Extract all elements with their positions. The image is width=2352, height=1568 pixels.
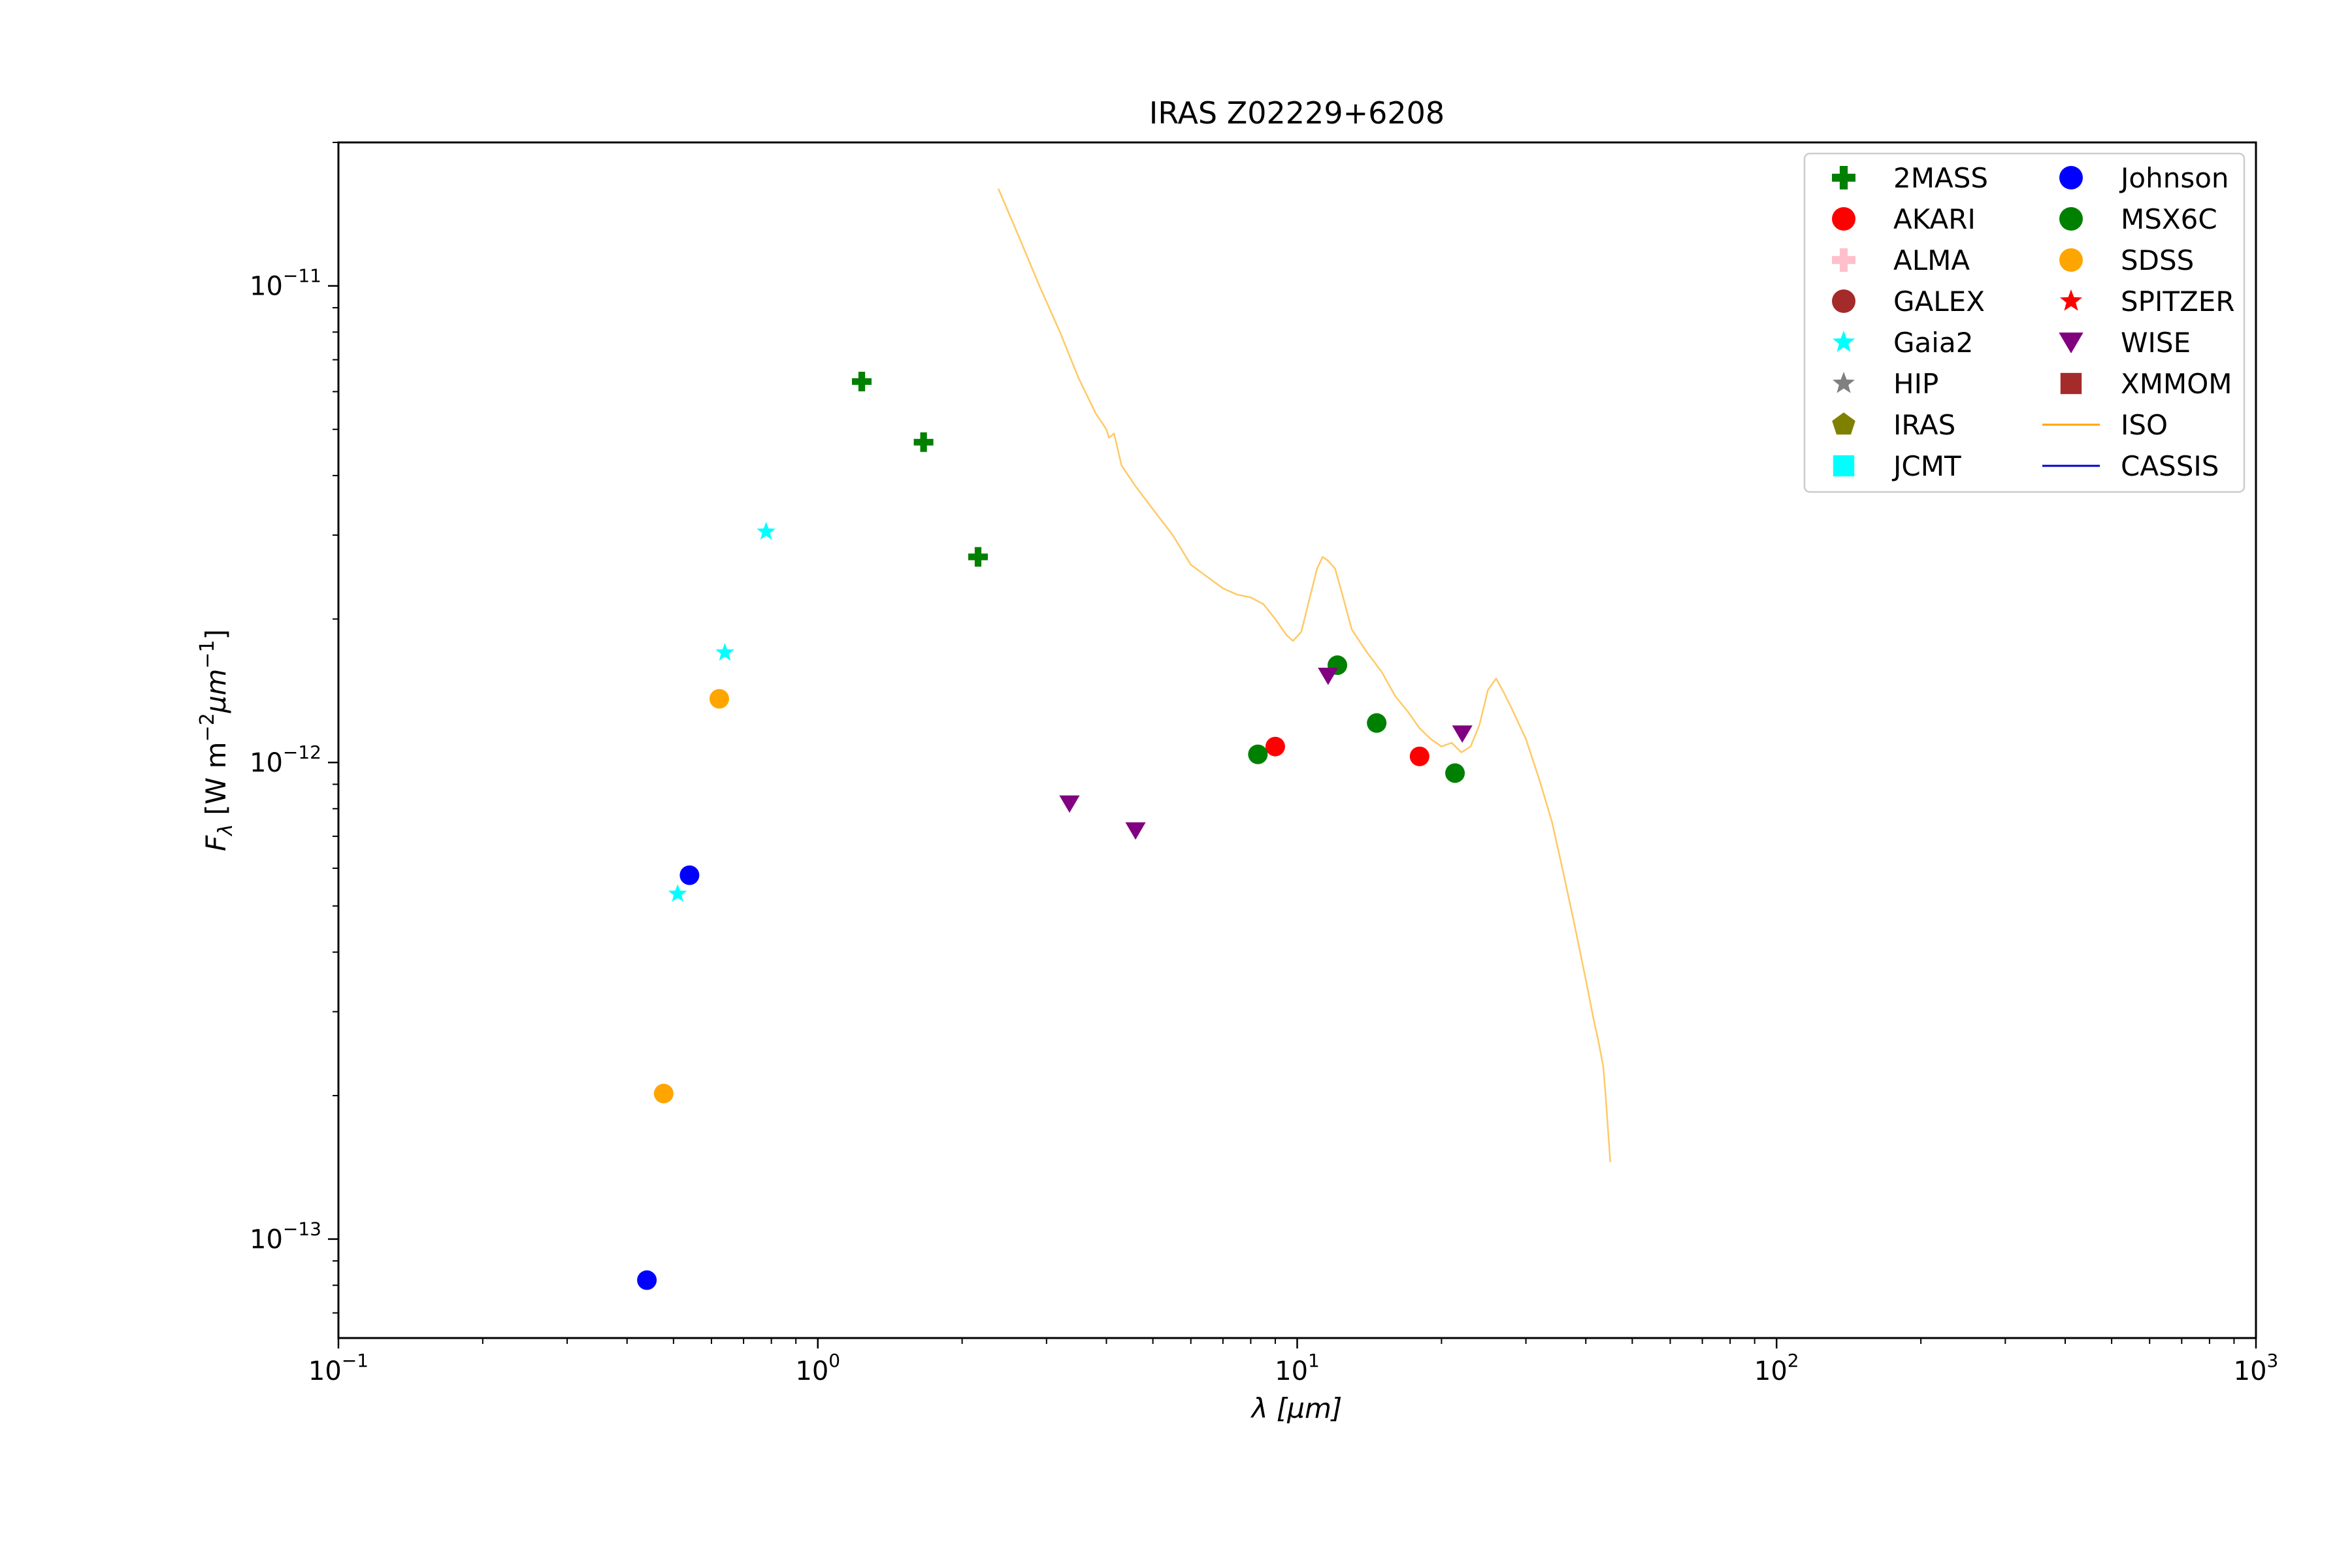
y-axis-label: Fλ [W m−2μm−1] (196, 629, 237, 851)
legend-swatch-hip (1832, 372, 1855, 393)
data-point-johnson (679, 865, 700, 885)
legend-swatch-xmmom (2060, 372, 2082, 395)
legend-label-alma: ALMA (1893, 244, 1970, 276)
legend-label-xmmom: XMMOM (2121, 368, 2232, 400)
legend-label-iras: IRAS (1893, 409, 1955, 441)
legend-label-akari: AKARI (1893, 203, 1976, 235)
data-point-2mass (968, 547, 988, 567)
legend-label-iso: ISO (2121, 409, 2168, 441)
data-layer (637, 188, 1612, 1290)
data-point-wise (1059, 795, 1080, 813)
data-point-2mass (913, 432, 934, 452)
legend-label-galex: GALEX (1893, 286, 1985, 318)
x-tick-label: 103 (2234, 1350, 2279, 1386)
legend: 2MASS AKARI ALMA GALEX Gaia2 HIP IRAS JCMT Johns… (1803, 152, 2246, 493)
legend-label-johnson: Johnson (2119, 162, 2229, 194)
x-tick-label: 10−1 (308, 1350, 368, 1386)
legend-swatch-msx6c (2059, 207, 2083, 231)
legend-label-wise: WISE (2121, 327, 2191, 359)
data-point-wise (1125, 822, 1146, 840)
legend-swatch-sdss (2059, 248, 2083, 272)
legend-label-gaia2: Gaia2 (1893, 327, 1973, 359)
legend-label-sdss: SDSS (2121, 244, 2194, 276)
legend-label-hip: HIP (1893, 368, 1938, 400)
legend-swatch-wise (2059, 333, 2083, 353)
chart-title: IRAS Z02229+6208 (1149, 95, 1445, 131)
data-point-gaia2 (715, 643, 734, 661)
y-tick-label: 10−13 (250, 1218, 321, 1255)
legend-label-msx6c: MSX6C (2121, 203, 2217, 235)
data-point-akari (1409, 746, 1429, 766)
data-point-akari (1265, 736, 1285, 757)
legend-swatch-akari (1832, 207, 1855, 231)
legend-label-jcmt: JCMT (1891, 450, 1961, 482)
legend-swatch-johnson (2059, 166, 2083, 189)
legend-swatch-iras (1832, 412, 1855, 435)
legend-label-spitzer: SPITZER (2121, 286, 2235, 318)
data-point-wise (1318, 667, 1339, 685)
legend-box (1803, 152, 2246, 493)
data-point-wise (1452, 725, 1473, 743)
legend-swatch-jcmt (1833, 455, 1855, 477)
legend-label-2mass: 2MASS (1893, 162, 1988, 194)
data-point-gaia2 (757, 521, 776, 540)
y-axis: 10−13 10−12 10−11 (250, 142, 338, 1314)
data-point-johnson (637, 1270, 657, 1290)
data-point-sdss (709, 689, 729, 709)
data-point-2mass (852, 371, 872, 391)
x-tick-label: 100 (795, 1350, 840, 1386)
x-axis: 10−1 100 101 102 103 (308, 1338, 2278, 1386)
data-point-gaia2 (668, 884, 687, 902)
y-tick-label: 10−12 (250, 742, 321, 778)
data-point-msx6c (1248, 744, 1268, 764)
x-tick-label: 101 (1275, 1350, 1320, 1386)
data-point-sdss (653, 1083, 674, 1103)
legend-swatch-2mass (1832, 166, 1855, 189)
series-line-iso (997, 188, 1612, 1162)
legend-swatch-gaia2 (1832, 331, 1855, 352)
data-point-msx6c (1445, 763, 1465, 783)
x-tick-label: 102 (1754, 1350, 1799, 1386)
legend-label-cassis: CASSIS (2121, 450, 2219, 482)
x-axis-label: λ [μm] (1250, 1392, 1343, 1424)
legend-swatch-galex (1832, 289, 1855, 313)
legend-swatch-alma (1832, 248, 1855, 272)
data-point-msx6c (1367, 713, 1387, 733)
y-tick-label: 10−11 (250, 265, 321, 302)
legend-swatch-spitzer (2059, 289, 2083, 311)
